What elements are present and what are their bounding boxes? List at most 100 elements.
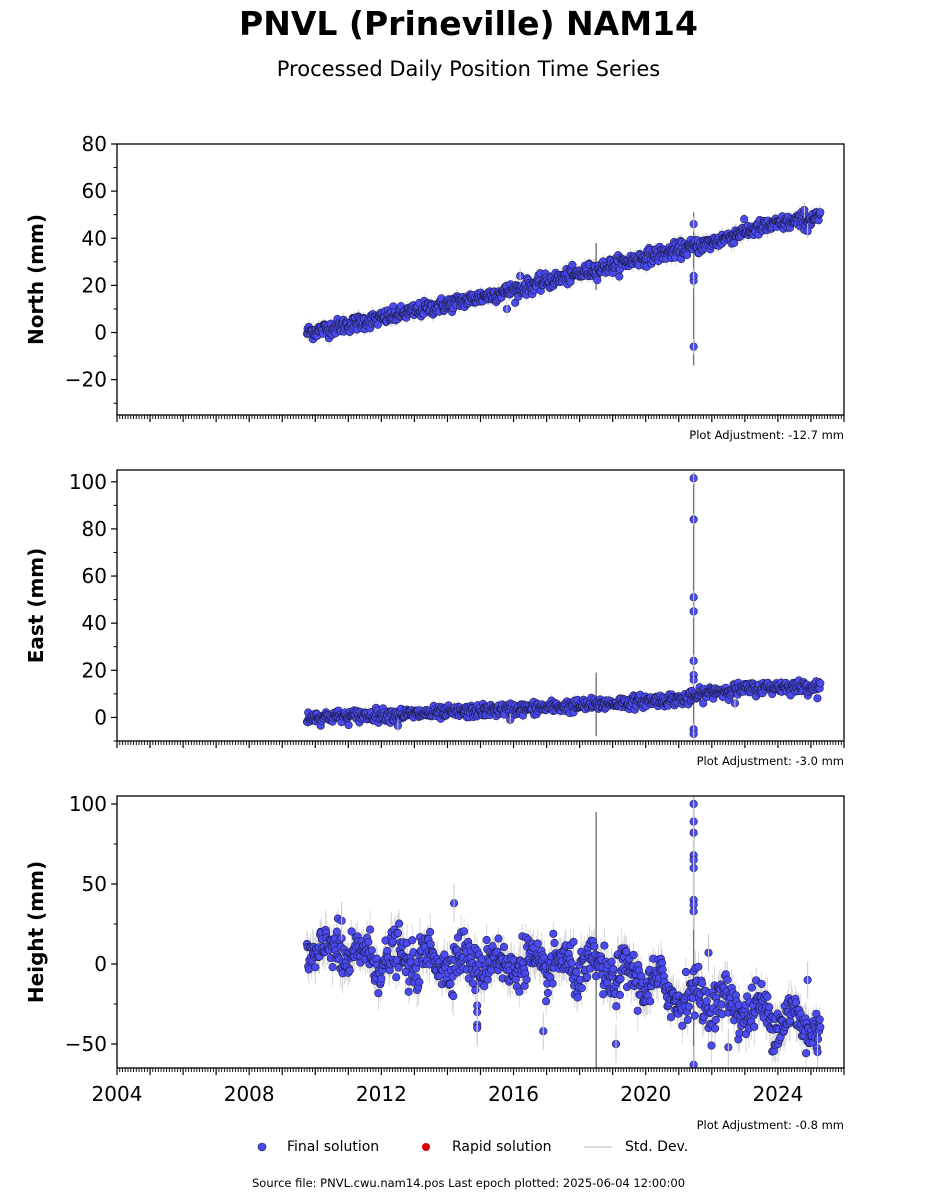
data-point <box>599 990 608 999</box>
data-point <box>637 972 646 981</box>
data-point <box>377 974 386 983</box>
data-point <box>815 1015 824 1024</box>
data-point <box>446 979 455 989</box>
data-point <box>515 987 524 996</box>
data-point <box>577 984 586 993</box>
data-point <box>550 938 559 948</box>
chart-title: PNVL (Prineville) NAM14 <box>239 4 698 43</box>
data-point <box>542 997 551 1006</box>
data-point <box>393 929 403 938</box>
y-tick-label: 0 <box>94 705 107 729</box>
height-std-dev-bars <box>306 908 821 1068</box>
data-point <box>711 1015 720 1024</box>
data-point <box>471 986 480 995</box>
data-point <box>533 939 542 948</box>
data-point <box>480 982 489 991</box>
north-plot-area <box>302 202 825 366</box>
data-point <box>813 694 822 703</box>
legend-rapid-label: Rapid solution <box>452 1139 552 1155</box>
y-tick-label: −50 <box>65 1032 107 1056</box>
height-final-solution-points <box>302 799 825 1068</box>
y-tick-label: 60 <box>82 179 107 203</box>
data-point <box>415 978 424 987</box>
chart-subtitle: Processed Daily Position Time Series <box>276 57 661 81</box>
data-point <box>612 1002 621 1011</box>
y-tick-label: 20 <box>82 273 107 297</box>
data-point <box>332 927 341 936</box>
east-plot-area <box>302 472 825 741</box>
north-axes-frame <box>116 143 845 416</box>
north-final-solution-points <box>302 205 825 351</box>
data-point <box>646 997 655 1006</box>
y-tick-label: 80 <box>82 132 107 156</box>
x-tick-label: 2008 <box>224 1082 275 1106</box>
data-point <box>499 942 508 952</box>
data-point <box>699 699 708 708</box>
y-tick-label: 40 <box>82 611 107 635</box>
east-final-solution-points <box>302 474 825 739</box>
data-point <box>344 720 353 730</box>
data-point <box>622 947 631 956</box>
data-point <box>609 964 618 974</box>
y-tick-label: 40 <box>82 226 107 250</box>
data-point <box>374 989 383 998</box>
data-point <box>345 966 354 975</box>
y-tick-label: 50 <box>82 872 107 896</box>
data-point <box>311 963 320 972</box>
data-point <box>569 937 578 946</box>
source-footer: Source file: PNVL.cwu.nam14.pos Last epo… <box>251 1176 686 1190</box>
data-point <box>395 919 404 928</box>
north-axis-label: North (mm) <box>24 214 48 345</box>
data-point <box>383 946 392 955</box>
std-dev-line-icon <box>584 1146 612 1148</box>
y-tick-label: 0 <box>94 321 107 345</box>
data-point <box>392 973 401 982</box>
x-tick-label: 2016 <box>488 1082 539 1106</box>
data-point <box>765 1003 774 1012</box>
data-point <box>459 927 469 936</box>
data-point <box>328 963 337 972</box>
data-point <box>440 950 449 959</box>
data-point <box>607 957 616 966</box>
east-plot-adjustment: Plot Adjustment: -3.0 mm <box>696 754 844 768</box>
data-point <box>791 998 801 1007</box>
east-axis-label: East (mm) <box>24 548 48 664</box>
y-tick-label: 100 <box>69 470 107 494</box>
data-point <box>711 1024 720 1033</box>
data-point <box>707 1041 716 1050</box>
x-tick-label: 2020 <box>620 1082 671 1106</box>
legend-std-label: Std. Dev. <box>625 1139 689 1155</box>
data-point <box>681 967 690 977</box>
x-tick-label: 2024 <box>752 1082 803 1106</box>
data-point <box>347 927 356 936</box>
data-point <box>616 974 625 983</box>
data-point <box>816 1023 825 1032</box>
data-point <box>593 276 602 285</box>
data-point <box>426 927 435 937</box>
data-point <box>802 1049 811 1058</box>
height-plot-area <box>302 796 825 1068</box>
rapid-solution-marker-icon <box>422 1143 430 1151</box>
data-point <box>364 937 373 946</box>
data-point <box>816 208 825 217</box>
data-point <box>747 983 756 992</box>
data-point <box>666 1013 676 1022</box>
x-tick-label: 2004 <box>92 1082 143 1106</box>
data-point <box>366 925 375 934</box>
data-point <box>548 979 557 988</box>
data-point <box>483 975 492 984</box>
final-solution-marker-icon <box>257 1142 267 1152</box>
x-tick-label: 2012 <box>356 1082 407 1106</box>
data-point <box>697 979 707 988</box>
height-plot-adjustment: Plot Adjustment: -0.8 mm <box>696 1118 844 1132</box>
data-point <box>590 942 599 951</box>
data-point <box>572 968 581 977</box>
data-point <box>694 962 703 971</box>
data-point <box>690 1011 699 1020</box>
legend-final-label: Final solution <box>287 1139 380 1155</box>
y-tick-label: 0 <box>94 952 107 976</box>
data-point <box>408 936 417 945</box>
data-point <box>600 941 609 950</box>
data-point <box>757 979 766 988</box>
